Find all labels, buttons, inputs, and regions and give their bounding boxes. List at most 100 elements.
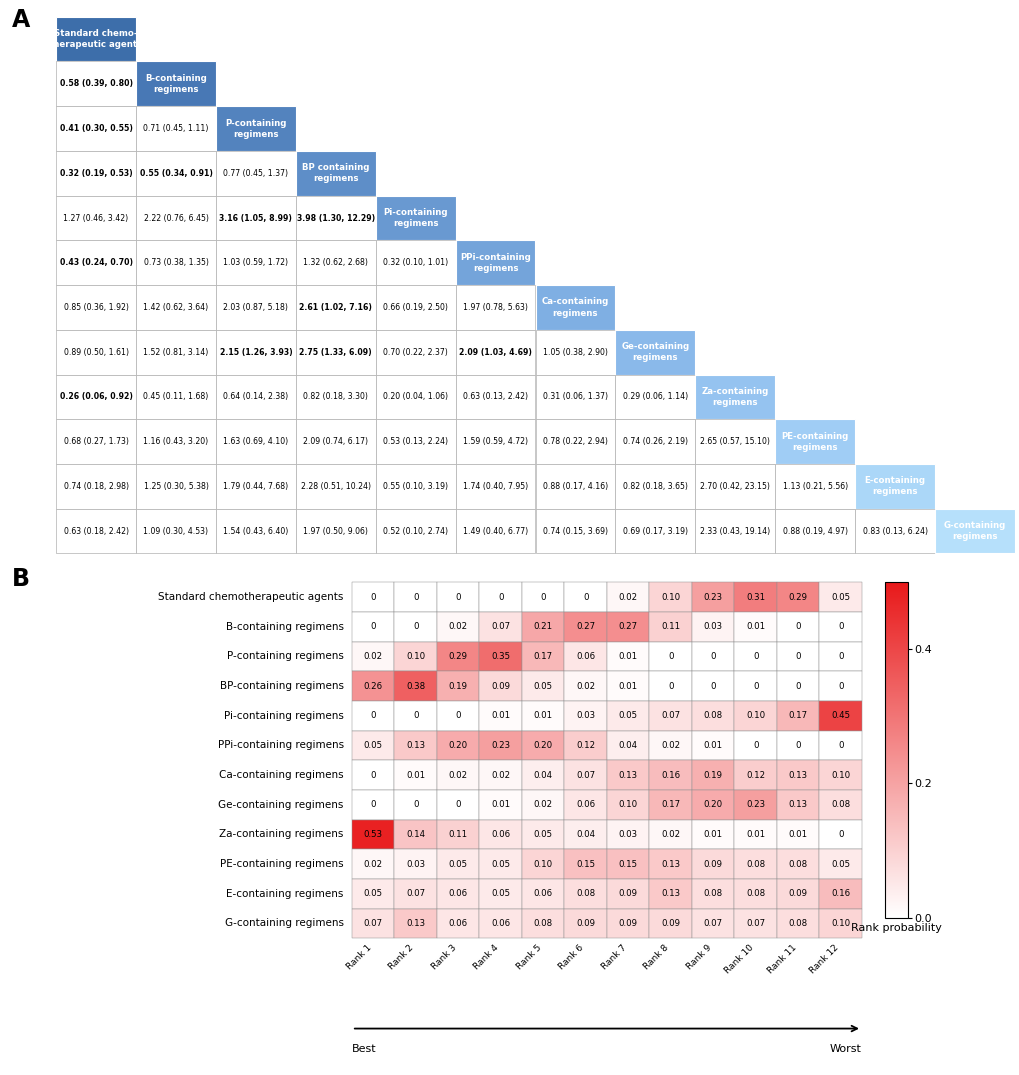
Text: 0.88 (0.19, 4.97): 0.88 (0.19, 4.97) [782, 527, 847, 535]
Text: Za-containing regimens: Za-containing regimens [219, 830, 343, 840]
Text: 0.23: 0.23 [703, 592, 722, 602]
Bar [479, 908, 522, 938]
Text: 0.29 (0.06, 1.14): 0.29 (0.06, 1.14) [623, 392, 687, 401]
Bar [691, 612, 734, 642]
Text: PE-containing
regimens: PE-containing regimens [781, 431, 848, 452]
Text: 0.06: 0.06 [490, 919, 510, 928]
Bar [522, 790, 564, 819]
Text: 1.49 (0.40, 6.77): 1.49 (0.40, 6.77) [463, 527, 528, 535]
Bar [136, 241, 216, 285]
Bar [455, 508, 535, 554]
Text: 0.07: 0.07 [576, 771, 595, 779]
Bar [352, 701, 394, 731]
Bar [564, 908, 606, 938]
Bar [774, 464, 854, 508]
Text: 0: 0 [413, 712, 418, 720]
Bar [522, 879, 564, 908]
Text: 1.74 (0.40, 7.95): 1.74 (0.40, 7.95) [463, 482, 528, 491]
Text: 1.52 (0.81, 3.14): 1.52 (0.81, 3.14) [144, 347, 208, 357]
Text: 0.08: 0.08 [788, 860, 807, 869]
Bar [436, 849, 479, 879]
Bar [296, 464, 375, 508]
Bar [522, 731, 564, 760]
Text: 0: 0 [497, 592, 503, 602]
Text: 0.13: 0.13 [788, 771, 807, 779]
Bar [375, 330, 455, 374]
Text: 0: 0 [454, 712, 461, 720]
Text: 0.03: 0.03 [618, 830, 637, 838]
Bar [564, 849, 606, 879]
Text: B-containing
regimens: B-containing regimens [145, 74, 207, 94]
Bar [394, 701, 436, 731]
Text: Rank 2: Rank 2 [387, 944, 416, 972]
Bar [564, 583, 606, 612]
Bar [436, 790, 479, 819]
Bar [695, 419, 774, 464]
Bar [394, 612, 436, 642]
Text: 0.63 (0.18, 2.42): 0.63 (0.18, 2.42) [63, 527, 128, 535]
Bar [394, 671, 436, 701]
Bar [56, 464, 136, 508]
Bar [776, 849, 818, 879]
Bar [479, 583, 522, 612]
Bar [394, 760, 436, 790]
Text: 0.17: 0.17 [660, 800, 680, 809]
Text: 0.05: 0.05 [533, 682, 552, 690]
Bar [352, 879, 394, 908]
Bar [136, 196, 216, 241]
Text: 0.09: 0.09 [619, 919, 637, 928]
Bar [734, 671, 776, 701]
Text: E-containing regimens: E-containing regimens [226, 889, 343, 899]
Text: 0.05: 0.05 [363, 889, 382, 899]
Text: 0.06: 0.06 [448, 919, 468, 928]
Text: 2.75 (1.33, 6.09): 2.75 (1.33, 6.09) [300, 347, 372, 357]
Text: 0.01: 0.01 [533, 712, 552, 720]
Bar [691, 760, 734, 790]
Text: 0.05: 0.05 [363, 741, 382, 750]
Text: 0.10: 0.10 [618, 800, 637, 809]
Bar [649, 760, 691, 790]
Bar [436, 819, 479, 849]
Bar [216, 196, 296, 241]
Bar [296, 151, 375, 196]
Bar [734, 760, 776, 790]
Bar [522, 642, 564, 671]
Text: PPi-containing
regimens: PPi-containing regimens [460, 253, 531, 273]
Text: 0.15: 0.15 [618, 860, 637, 869]
Bar [394, 642, 436, 671]
Bar [564, 760, 606, 790]
Text: 0: 0 [837, 741, 843, 750]
Text: G-containing regimens: G-containing regimens [224, 918, 343, 929]
Bar [606, 701, 649, 731]
Text: Ge-containing regimens: Ge-containing regimens [218, 800, 343, 809]
Bar [691, 642, 734, 671]
Text: 0.09: 0.09 [576, 919, 594, 928]
Text: 0: 0 [370, 800, 376, 809]
Bar [455, 419, 535, 464]
Text: 0: 0 [795, 682, 800, 690]
Bar [436, 701, 479, 731]
Bar [614, 330, 695, 374]
Text: 0.14: 0.14 [406, 830, 425, 838]
Text: 0.08: 0.08 [830, 800, 850, 809]
Bar [776, 731, 818, 760]
Text: 0.12: 0.12 [745, 771, 764, 779]
Bar [818, 583, 861, 612]
Text: 2.65 (0.57, 15.10): 2.65 (0.57, 15.10) [700, 438, 769, 446]
Text: Rank 12: Rank 12 [807, 944, 840, 976]
Bar [734, 701, 776, 731]
Bar [479, 760, 522, 790]
Text: 0.35: 0.35 [490, 651, 510, 661]
Bar [606, 583, 649, 612]
Text: 0.31 (0.06, 1.37): 0.31 (0.06, 1.37) [542, 392, 607, 401]
Text: Pi-containing regimens: Pi-containing regimens [223, 711, 343, 720]
Text: 0.01: 0.01 [788, 830, 807, 838]
Text: 0.74 (0.15, 3.69): 0.74 (0.15, 3.69) [542, 527, 607, 535]
Bar [394, 790, 436, 819]
Text: 0.20: 0.20 [533, 741, 552, 750]
Bar [296, 419, 375, 464]
Text: BP containing
regimens: BP containing regimens [302, 163, 369, 184]
Text: 0: 0 [752, 682, 758, 690]
Bar [479, 701, 522, 731]
Text: 0.10: 0.10 [660, 592, 680, 602]
